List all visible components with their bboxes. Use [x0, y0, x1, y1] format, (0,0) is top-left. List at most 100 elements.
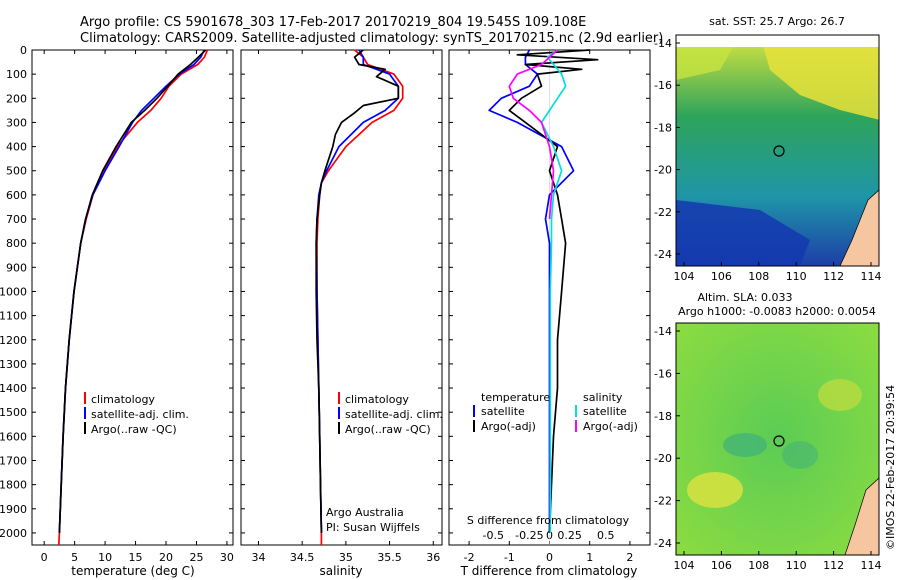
map-x-tick-label: 104	[674, 270, 695, 283]
depth-tick-label: 500	[6, 165, 27, 178]
sst-cool-patch	[676, 200, 810, 266]
map-x-tick-label: 112	[823, 270, 844, 283]
temperature-panel-frame	[31, 49, 234, 546]
legend-label-t-satellite: satellite	[481, 405, 525, 418]
map-y-tick-label: -16	[654, 367, 672, 380]
depth-tick-label: 700	[6, 213, 27, 226]
depth-tick-label: 100	[6, 68, 27, 81]
argo-australia-label: Argo Australia	[326, 506, 404, 519]
x-tick-label: -2	[464, 551, 475, 564]
x-tick-label: 5	[71, 551, 78, 564]
s-tick-label: -0.5	[482, 529, 503, 542]
x-tick-label: -1	[504, 551, 515, 564]
map-y-tick-label: -18	[654, 121, 672, 134]
depth-tick-label: 900	[6, 261, 27, 274]
map-x-tick-label: 108	[748, 270, 769, 283]
map-y-tick-label: -14	[654, 37, 672, 50]
s-tick-label: 0.25	[557, 529, 582, 542]
sla-map-title-2: Argo h1000: -0.0083 h2000: 0.0054	[678, 305, 876, 318]
sst-warm-patch	[763, 47, 879, 120]
map-y-tick-label: -20	[654, 452, 672, 465]
series-line-s-argo-adj-	[508, 49, 559, 220]
depth-tick-label: 1500	[0, 406, 27, 419]
depth-tick-label: 2000	[0, 527, 27, 540]
x-tick-label: 2	[626, 551, 633, 564]
s-difference-label: S difference from climatology	[467, 514, 630, 527]
legend-label-satellite: satellite-adj. clim.	[345, 408, 443, 421]
legend-label-climatology: climatology	[345, 393, 409, 406]
legend-header-temperature: temperature	[481, 391, 550, 404]
series-line-satellite-adj-clim-	[315, 49, 400, 533]
salinity-legend: climatology satellite-adj. clim. Argo(..…	[326, 392, 443, 534]
map-x-tick-label: 110	[786, 559, 807, 572]
difference-legend: temperature salinity satellite Argo(-adj…	[467, 391, 638, 527]
map-x-tick-label: 112	[823, 559, 844, 572]
depth-tick-label: 1200	[0, 334, 27, 347]
legend-label-s-satellite: satellite	[583, 405, 627, 418]
sst-map-frame	[675, 34, 880, 267]
series-line-climatology	[316, 49, 404, 545]
argo-location-marker	[773, 145, 785, 157]
sla-map-title-1: Altim. SLA: 0.033	[697, 291, 792, 304]
map-y-tick-label: -14	[654, 325, 672, 338]
series-line-argo-raw-qc-	[315, 49, 400, 533]
difference-xlabel: T difference from climatology	[460, 564, 638, 578]
legend-label-argo: Argo(..raw -QC)	[91, 423, 177, 436]
x-tick-label: 35	[339, 551, 353, 564]
depth-tick-label: 1400	[0, 382, 27, 395]
depth-tick-label: 1300	[0, 358, 27, 371]
depth-tick-label: 800	[6, 237, 27, 250]
sla-map: Altim. SLA: 0.033 Argo h1000: -0.0083 h2…	[654, 291, 881, 572]
depth-tick-label: 1100	[0, 310, 27, 323]
map-x-tick-label: 104	[674, 559, 695, 572]
depth-tick-label: 1000	[0, 285, 27, 298]
depth-tick-label: 300	[6, 116, 27, 129]
argo-location-marker	[773, 435, 785, 447]
map-x-tick-label: 106	[711, 559, 732, 572]
x-tick-label: 0	[41, 551, 48, 564]
depth-tick-label: 1600	[0, 430, 27, 443]
map-x-tick-label: 106	[711, 270, 732, 283]
sla-field	[676, 323, 879, 555]
x-tick-label: 1	[586, 551, 593, 564]
x-tick-label: 34.5	[290, 551, 315, 564]
depth-axis-labels: 0 100 200 300 400 500 600 700 800 900 1000 1100 1200…	[0, 44, 27, 540]
depth-tick-label: 1800	[0, 479, 27, 492]
legend-label-climatology: climatology	[91, 393, 155, 406]
series-line-climatology	[57, 49, 209, 546]
legend-label-satellite: satellite-adj. clim.	[91, 408, 189, 421]
sla-yellow-patch-2	[818, 379, 862, 411]
legend-label-s-argo: Argo(-adj)	[583, 420, 638, 433]
sla-blue-patch	[723, 433, 767, 457]
map-y-tick-label: -20	[654, 164, 672, 177]
depth-tick-label: 1700	[0, 454, 27, 467]
x-tick-label: 30	[220, 551, 234, 564]
sla-yellow-patch	[687, 472, 743, 508]
map-x-tick-label: 108	[748, 559, 769, 572]
temperature-panel: 0 5 10 15 20 25 30	[32, 49, 234, 564]
depth-tick-label: 0	[20, 44, 27, 57]
temperature-legend: climatology satellite-adj. clim. Argo(..…	[84, 392, 189, 436]
depth-tick-label: 600	[6, 189, 27, 202]
map-x-tick-label: 110	[786, 270, 807, 283]
x-tick-label: 20	[159, 551, 173, 564]
land-australia	[839, 189, 879, 266]
difference-panel: -2 -1 0 1 2-0.5 -0.25 0 0.25 0.5	[449, 49, 650, 564]
legend-label-argo: Argo(..raw -QC)	[345, 423, 431, 436]
map-x-tick-label: 114	[861, 559, 882, 572]
map-y-tick-label: -16	[654, 79, 672, 92]
x-tick-label: 0	[546, 551, 553, 564]
land-australia	[844, 477, 879, 555]
map-y-tick-label: -22	[654, 495, 672, 508]
map-y-tick-label: -18	[654, 410, 672, 423]
salinity-panel-frame	[240, 49, 443, 546]
series-line-argo-raw-qc-	[58, 49, 207, 533]
temperature-xlabel: temperature (deg C)	[71, 564, 194, 578]
sst-warm-patch-west	[676, 47, 734, 80]
x-tick-label: 34	[251, 551, 265, 564]
depth-tick-label: 1900	[0, 503, 27, 516]
legend-label-t-argo: Argo(-adj)	[481, 420, 536, 433]
sst-map-title: sat. SST: 25.7 Argo: 26.7	[709, 15, 845, 28]
sst-map: sat. SST: 25.7 Argo: 26.7 104 106 108 110 11…	[654, 15, 881, 283]
credit-label: ©IMOS 22-Feb-2017 20:39:54	[884, 385, 897, 550]
